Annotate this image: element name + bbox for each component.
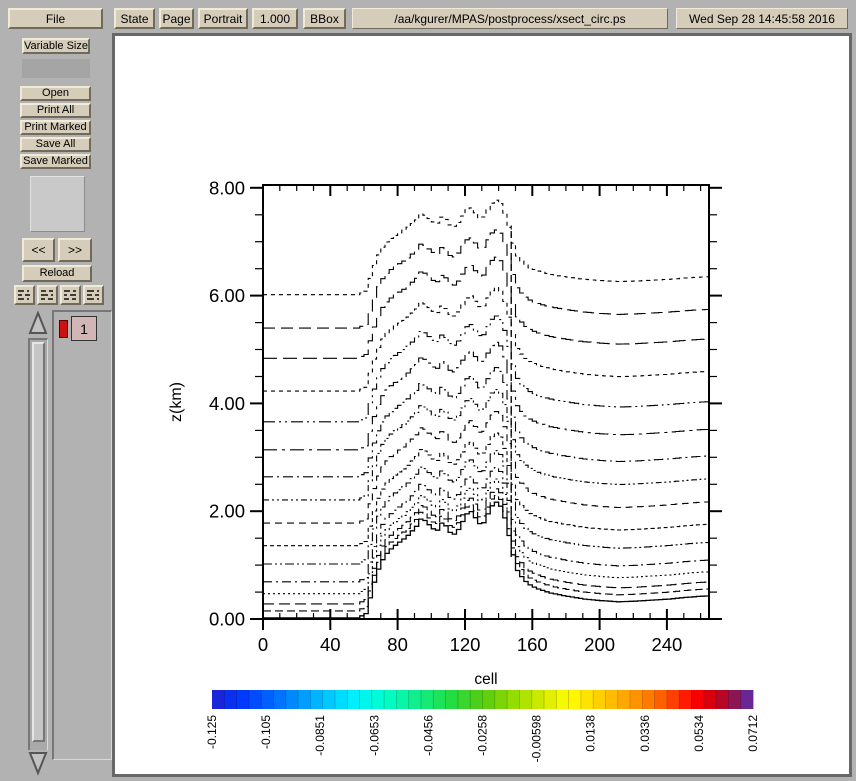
svg-text:z(km): z(km) [168,382,185,422]
svg-text:160: 160 [517,634,548,655]
cross-section-plot: 0 40 80 120 160 200 240 0.00 2.00 4.00 6.00 8.00 cel… [115,36,849,774]
svg-text:8.00: 8.00 [209,177,245,198]
toggle-mark-button[interactable] [14,285,35,305]
file-menu-button[interactable]: File [8,8,103,29]
svg-text:0.00: 0.00 [209,609,245,630]
svg-text:cell: cell [474,671,497,688]
page-list-entry[interactable]: 1 [58,316,100,340]
print-all-button[interactable]: Print All [20,103,91,118]
page-preview-panel [30,176,85,232]
toggle-mark-icon [17,289,32,301]
scale-button[interactable]: 1.000 [252,8,298,29]
svg-text:-0.0456: -0.0456 [421,715,435,756]
svg-text:0.0534: 0.0534 [692,715,706,752]
save-all-button[interactable]: Save All [20,137,91,152]
svg-text:-0.0258: -0.0258 [476,715,490,756]
svg-text:2.00: 2.00 [209,501,245,522]
unmark-all-icon [86,289,101,301]
page-number-badge[interactable]: 1 [71,316,97,341]
page-marked-indicator [59,320,68,338]
scroll-up-arrow-icon [28,310,48,336]
unmark-all-button[interactable] [83,285,104,305]
page-list-panel: 1 [52,310,112,760]
save-marked-button[interactable]: Save Marked [20,154,91,169]
svg-text:200: 200 [584,634,615,655]
unmark-current-icon [63,289,78,301]
open-button[interactable]: Open [20,86,91,101]
svg-text:0.0712: 0.0712 [746,715,760,752]
prev-page-button[interactable]: << [22,238,55,262]
print-marked-button[interactable]: Print Marked [20,120,91,135]
svg-text:-0.00598: -0.00598 [530,715,544,763]
scrollbar-thumb[interactable] [32,342,45,742]
page-scrollbar[interactable] [28,338,48,750]
document-page: 0 40 80 120 160 200 240 0.00 2.00 4.00 6.00 8.00 cel… [112,33,852,777]
page-menu-button[interactable]: Page [159,8,194,29]
bbox-button[interactable]: BBox [303,8,346,29]
next-page-button[interactable]: >> [58,238,92,262]
mark-all-icon [40,289,55,301]
variable-size-button[interactable]: Variable Size [22,38,90,54]
svg-text:-0.125: -0.125 [205,715,219,749]
reload-button[interactable]: Reload [22,265,92,282]
mark-all-button[interactable] [37,285,58,305]
media-size-swatch [22,59,90,78]
svg-text:0.0138: 0.0138 [584,715,598,752]
svg-text:-0.105: -0.105 [259,715,273,749]
filename-display: /aa/kgurer/MPAS/postprocess/xsect_circ.p… [352,8,668,29]
gv-app-window: File State Page Portrait 1.000 BBox /aa/… [0,0,856,781]
svg-text:-0.0653: -0.0653 [367,715,381,756]
scroll-down-button[interactable] [28,750,48,776]
svg-text:120: 120 [450,634,481,655]
orientation-button[interactable]: Portrait [198,8,248,29]
svg-text:4.00: 4.00 [209,393,245,414]
svg-text:0: 0 [258,634,268,655]
svg-text:0.0336: 0.0336 [638,715,652,752]
state-menu-button[interactable]: State [114,8,155,29]
svg-text:80: 80 [387,634,408,655]
svg-text:40: 40 [320,634,341,655]
datetime-display: Wed Sep 28 14:45:58 2016 [676,8,848,29]
scroll-down-arrow-icon [28,750,48,776]
svg-text:6.00: 6.00 [209,285,245,306]
svg-text:-0.0851: -0.0851 [313,715,327,756]
svg-text:240: 240 [651,634,682,655]
scroll-up-button[interactable] [28,310,48,336]
unmark-current-button[interactable] [60,285,81,305]
